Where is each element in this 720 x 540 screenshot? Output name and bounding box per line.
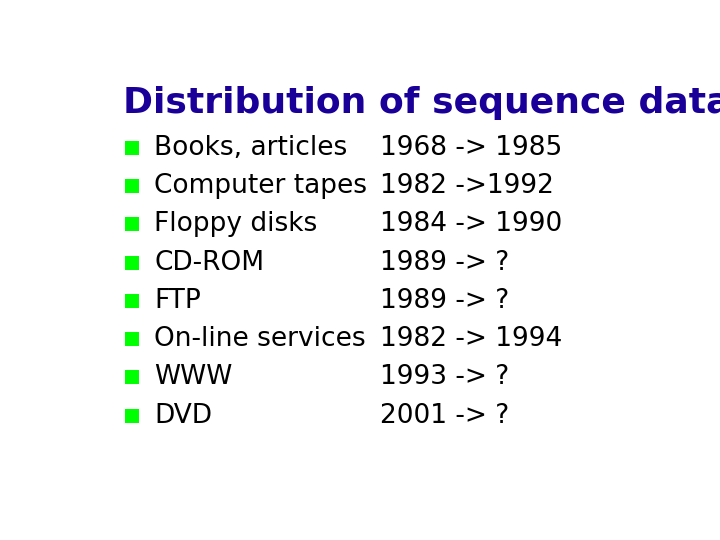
Text: 1968 -> 1985: 1968 -> 1985	[380, 135, 562, 161]
Text: On-line services: On-line services	[154, 326, 366, 352]
Text: 1984 -> 1990: 1984 -> 1990	[380, 212, 562, 238]
Point	[126, 259, 138, 267]
Text: Computer tapes: Computer tapes	[154, 173, 367, 199]
Text: 1989 -> ?: 1989 -> ?	[380, 288, 510, 314]
Point	[126, 220, 138, 229]
Text: 1982 ->1992: 1982 ->1992	[380, 173, 554, 199]
Text: FTP: FTP	[154, 288, 201, 314]
Point	[126, 411, 138, 420]
Text: 1993 -> ?: 1993 -> ?	[380, 364, 510, 390]
Text: CD-ROM: CD-ROM	[154, 249, 264, 276]
Point	[126, 296, 138, 305]
Text: Floppy disks: Floppy disks	[154, 212, 318, 238]
Text: 1989 -> ?: 1989 -> ?	[380, 249, 510, 276]
Point	[126, 144, 138, 152]
Point	[126, 335, 138, 343]
Point	[126, 182, 138, 191]
Text: Books, articles: Books, articles	[154, 135, 348, 161]
Text: Distribution of sequence databases: Distribution of sequence databases	[124, 85, 720, 119]
Point	[126, 373, 138, 382]
Text: 2001 -> ?: 2001 -> ?	[380, 403, 510, 429]
Text: DVD: DVD	[154, 403, 212, 429]
Text: WWW: WWW	[154, 364, 233, 390]
Text: 1982 -> 1994: 1982 -> 1994	[380, 326, 562, 352]
